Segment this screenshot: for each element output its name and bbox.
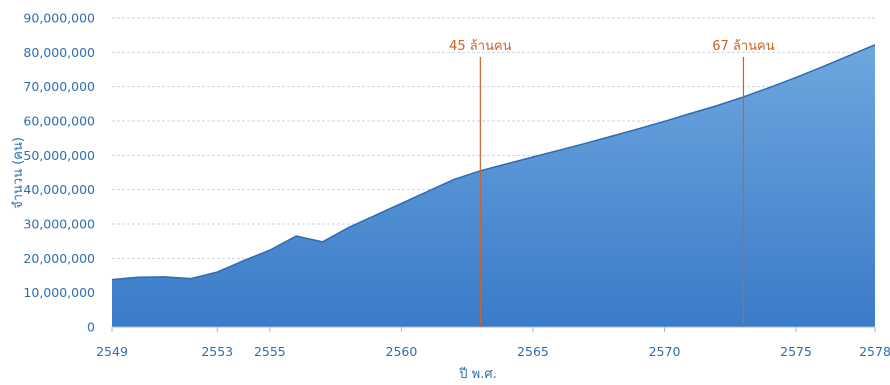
x-tick-label: 2549 [96, 344, 128, 359]
y-axis-ticks: 0 10,000,000 20,000,000 30,000,000 40,000,00… [23, 11, 95, 335]
series-area [111, 44, 876, 328]
y-tick-label: 30,000,000 [23, 217, 95, 232]
x-tick-label: 2575 [780, 344, 812, 359]
x-axis-title: ปี พ.ศ. [458, 366, 497, 382]
series-area-fill [112, 44, 875, 328]
annotation-label: 67 ล้านคน [712, 39, 775, 54]
y-tick-label: 60,000,000 [23, 114, 95, 129]
y-tick-label: 10,000,000 [23, 285, 95, 300]
x-tick-label: 2555 [254, 344, 286, 359]
y-axis-title: จำนวน (คน) [11, 137, 26, 209]
annotations: 45 ล้านคน 67 ล้านคน [449, 39, 775, 327]
y-tick-label: 90,000,000 [23, 11, 95, 26]
y-tick-label: 40,000,000 [23, 182, 95, 197]
y-tick-label: 0 [87, 320, 95, 335]
x-tick-label: 2560 [386, 344, 418, 359]
y-tick-label: 50,000,000 [23, 148, 95, 163]
x-axis-ticks: 2549 2553 2555 2560 2565 2570 2575 2578 [96, 327, 890, 359]
y-tick-label: 80,000,000 [23, 45, 95, 60]
y-tick-label: 20,000,000 [23, 251, 95, 266]
annotation-label: 45 ล้านคน [449, 39, 512, 54]
grid-lines [112, 17, 875, 294]
x-tick-label: 2553 [201, 344, 233, 359]
x-tick-label: 2578 [859, 344, 890, 359]
series-line [111, 44, 876, 281]
y-tick-label: 70,000,000 [23, 79, 95, 94]
x-tick-label: 2570 [649, 344, 681, 359]
x-tick-label: 2565 [517, 344, 549, 359]
